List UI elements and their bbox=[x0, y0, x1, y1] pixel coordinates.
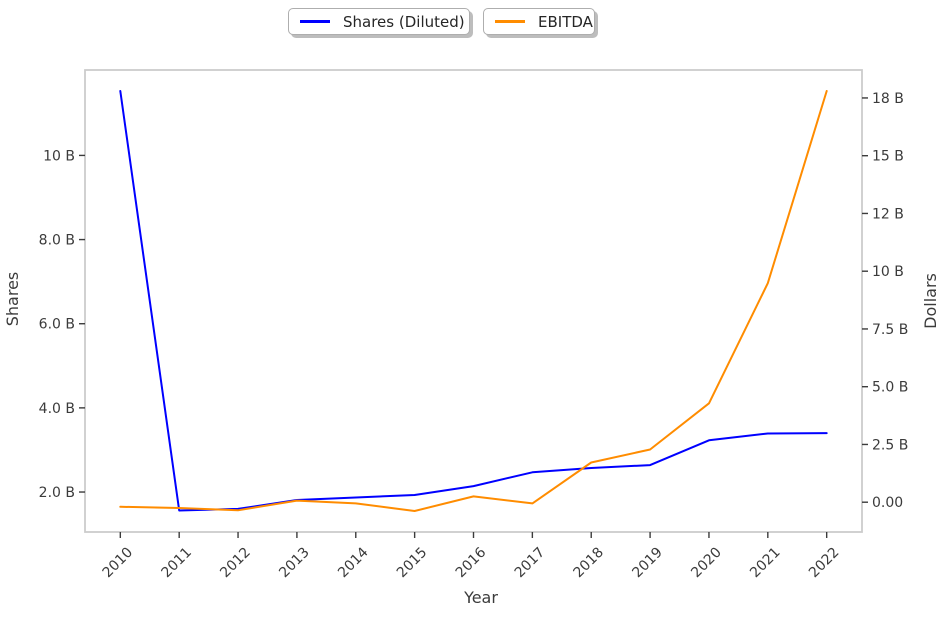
x-tick-label: 2011 bbox=[159, 545, 196, 582]
x-tick-label: 2012 bbox=[217, 545, 254, 582]
x-tick-label: 2010 bbox=[100, 545, 137, 582]
left-tick-label: 8.0 B bbox=[39, 233, 75, 249]
legend-box-ebitda: EBITDA bbox=[483, 8, 595, 35]
x-tick-label: 2021 bbox=[747, 545, 784, 582]
x-tick-label: 2013 bbox=[276, 545, 313, 582]
legend-label-ebitda: EBITDA bbox=[538, 12, 593, 31]
right-tick-label: 7.5 B bbox=[872, 322, 908, 338]
x-tick-label: 2019 bbox=[629, 545, 666, 582]
y-axis-label-right: Dollars bbox=[921, 273, 940, 329]
left-tick-label: 4.0 B bbox=[39, 401, 75, 417]
right-tick-label: 10 B bbox=[872, 264, 904, 280]
x-tick-label: 2017 bbox=[512, 545, 549, 582]
x-tick-label: 2016 bbox=[453, 544, 490, 581]
right-tick-label: 12 B bbox=[872, 206, 904, 222]
series-line-ebitda bbox=[119, 90, 828, 512]
left-tick-label: 6.0 B bbox=[39, 317, 75, 333]
series-line-shares-diluted bbox=[119, 90, 828, 512]
x-tick-label: 2014 bbox=[335, 544, 372, 581]
left-tick-label: 2.0 B bbox=[39, 485, 75, 501]
legend-line-sample-shares bbox=[300, 20, 330, 23]
right-tick-label: 18 B bbox=[872, 91, 904, 107]
x-tick-label: 2015 bbox=[394, 545, 431, 582]
legend-line-sample-ebitda bbox=[495, 20, 525, 23]
right-tick-label: 5.0 B bbox=[872, 380, 908, 396]
x-tick-label: 2020 bbox=[688, 545, 725, 582]
x-axis-label: Year bbox=[463, 588, 498, 607]
right-tick-label: 15 B bbox=[872, 149, 904, 165]
x-tick-label: 2022 bbox=[806, 545, 843, 582]
legend-box-shares: Shares (Diluted) bbox=[288, 8, 470, 35]
right-tick-label: 0.00 bbox=[872, 495, 903, 511]
y-axis-label-left: Shares bbox=[3, 272, 22, 327]
axes-border bbox=[84, 69, 863, 533]
legend-label-shares: Shares (Diluted) bbox=[343, 12, 465, 31]
right-tick-label: 2.5 B bbox=[872, 437, 908, 453]
left-tick-label: 10 B bbox=[43, 148, 75, 164]
x-tick-label: 2018 bbox=[571, 545, 608, 582]
